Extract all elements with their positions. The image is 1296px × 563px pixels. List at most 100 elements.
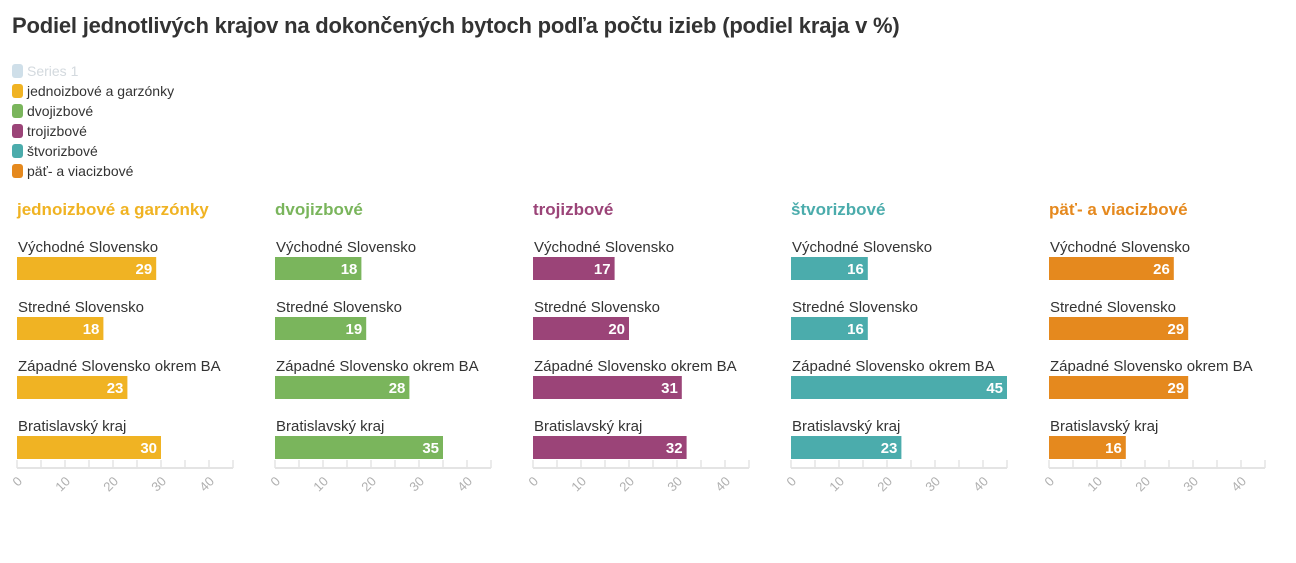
x-tick-label: 10 — [568, 474, 589, 495]
value-label: 18 — [341, 261, 358, 278]
category-label: Bratislavský kraj — [276, 418, 384, 435]
category-label: Stredné Slovensko — [534, 299, 660, 316]
x-tick-label: 0 — [1041, 474, 1057, 490]
panel-3: štvorizbové Východné Slovensko 16 Stredné S… — [783, 200, 1008, 495]
bar[interactable] — [17, 436, 161, 459]
panel-4: päť- a viacizbové Východné Slovensko 26 Str… — [1041, 200, 1266, 495]
x-tick-label: 20 — [358, 474, 379, 495]
bar[interactable] — [17, 376, 128, 399]
category-label: Východné Slovensko — [792, 239, 932, 256]
value-label: 19 — [346, 321, 363, 338]
x-tick-label: 40 — [196, 474, 217, 495]
bar[interactable] — [533, 257, 615, 280]
x-tick-label: 0 — [525, 474, 541, 490]
category-label: Bratislavský kraj — [792, 418, 900, 435]
x-tick-label: 0 — [9, 474, 25, 490]
value-label: 29 — [1168, 380, 1185, 397]
panel-title: štvorizbové — [791, 200, 885, 219]
legend-item[interactable]: dvojizbové — [12, 101, 174, 121]
value-label: 28 — [389, 380, 406, 397]
x-tick-label: 30 — [1180, 474, 1201, 495]
value-label: 16 — [1105, 440, 1122, 457]
legend-item[interactable]: päť- a viacizbové — [12, 161, 174, 181]
category-label: Východné Slovensko — [18, 239, 158, 256]
x-tick-label: 20 — [100, 474, 121, 495]
x-tick-label: 30 — [922, 474, 943, 495]
legend-label: štvorizbové — [27, 143, 98, 159]
x-tick-label: 10 — [52, 474, 73, 495]
x-tick-label: 0 — [267, 474, 283, 490]
value-label: 30 — [140, 440, 157, 457]
bar[interactable] — [533, 436, 687, 459]
value-label: 20 — [608, 321, 625, 338]
category-label: Východné Slovensko — [1050, 239, 1190, 256]
bar[interactable] — [1049, 376, 1189, 399]
value-label: 18 — [83, 321, 100, 338]
bar[interactable] — [17, 317, 104, 340]
bar[interactable] — [17, 257, 157, 280]
panel-title: päť- a viacizbové — [1049, 200, 1188, 219]
legend-label: päť- a viacizbové — [27, 163, 134, 179]
category-label: Východné Slovensko — [534, 239, 674, 256]
value-label: 29 — [1168, 321, 1185, 338]
bar[interactable] — [275, 376, 410, 399]
x-tick-label: 10 — [826, 474, 847, 495]
panel-0: jednoizbové a garzónky Východné Slovensko… — [9, 200, 234, 495]
panel-1: dvojizbové Východné Slovensko 18 Stredné Sl… — [267, 200, 492, 495]
x-tick-label: 40 — [970, 474, 991, 495]
chart-title: Podiel jednotlivých krajov na dokončenýc… — [12, 13, 900, 38]
x-tick-label: 30 — [148, 474, 169, 495]
category-label: Stredné Slovensko — [276, 299, 402, 316]
panel-2: trojizbové Východné Slovensko 17 Stredné Sl… — [525, 200, 750, 495]
value-label: 23 — [107, 380, 124, 397]
category-label: Západné Slovensko okrem BA — [792, 358, 995, 375]
panel-title: dvojizbové — [275, 200, 363, 219]
legend-item[interactable]: Series 1 — [12, 61, 174, 81]
x-tick-label: 0 — [783, 474, 799, 490]
value-label: 23 — [881, 440, 898, 457]
bar[interactable] — [533, 317, 629, 340]
category-label: Východné Slovensko — [276, 239, 416, 256]
legend-label: jednoizbové a garzónky — [27, 83, 175, 99]
legend-label: Series 1 — [27, 63, 79, 79]
bar[interactable] — [533, 376, 682, 399]
legend-swatch — [12, 164, 23, 178]
legend-label: trojizbové — [27, 123, 87, 139]
bar[interactable] — [275, 257, 362, 280]
category-label: Západné Slovensko okrem BA — [1050, 358, 1253, 375]
legend-item[interactable]: jednoizbové a garzónky — [12, 81, 174, 101]
bar[interactable] — [791, 317, 868, 340]
category-label: Bratislavský kraj — [18, 418, 126, 435]
value-label: 45 — [986, 380, 1003, 397]
x-tick-label: 10 — [1084, 474, 1105, 495]
category-label: Západné Slovensko okrem BA — [276, 358, 479, 375]
legend-item[interactable]: štvorizbové — [12, 141, 174, 161]
category-label: Bratislavský kraj — [1050, 418, 1158, 435]
value-label: 26 — [1153, 261, 1170, 278]
category-label: Stredné Slovensko — [792, 299, 918, 316]
legend-swatch — [12, 104, 23, 118]
x-tick-label: 10 — [310, 474, 331, 495]
x-tick-label: 30 — [406, 474, 427, 495]
bar[interactable] — [791, 376, 1007, 399]
panel-title: trojizbové — [533, 200, 613, 219]
x-tick-label: 30 — [664, 474, 685, 495]
legend-label: dvojizbové — [27, 103, 94, 119]
x-tick-label: 20 — [616, 474, 637, 495]
bar[interactable] — [275, 317, 367, 340]
value-label: 17 — [594, 261, 611, 278]
legend-swatch — [12, 124, 23, 138]
bar[interactable] — [1049, 436, 1126, 459]
bar[interactable] — [1049, 257, 1174, 280]
category-label: Západné Slovensko okrem BA — [534, 358, 737, 375]
bar[interactable] — [1049, 317, 1189, 340]
legend-item[interactable]: trojizbové — [12, 121, 174, 141]
x-tick-label: 20 — [1132, 474, 1153, 495]
category-label: Stredné Slovensko — [18, 299, 144, 316]
bar[interactable] — [791, 436, 902, 459]
value-label: 35 — [422, 440, 439, 457]
bar[interactable] — [275, 436, 443, 459]
bar[interactable] — [791, 257, 868, 280]
category-label: Bratislavský kraj — [534, 418, 642, 435]
value-label: 16 — [847, 261, 864, 278]
